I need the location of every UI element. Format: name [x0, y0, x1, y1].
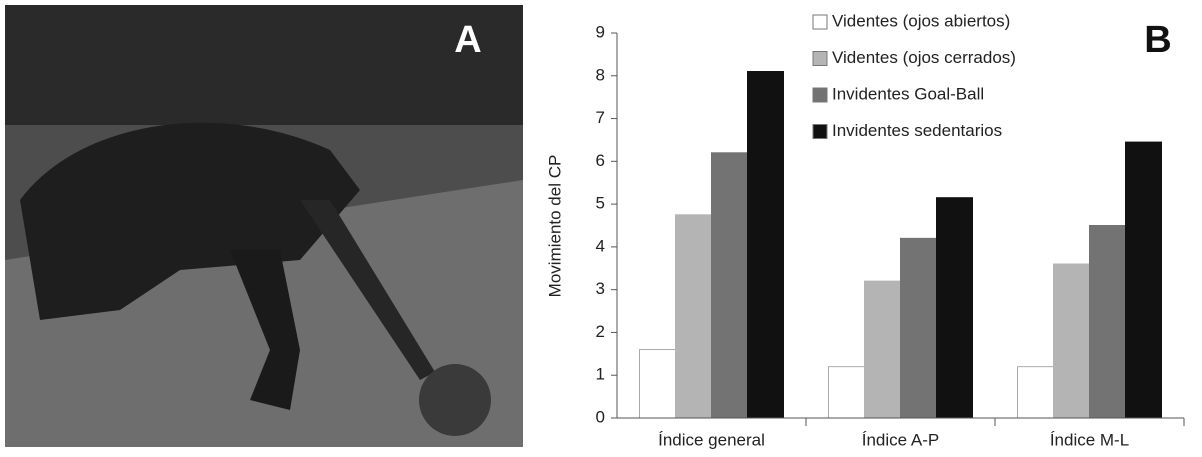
- y-tick-label: 0: [596, 407, 605, 426]
- panel-label: B: [1144, 19, 1171, 61]
- bar: [748, 72, 784, 419]
- bar: [1018, 367, 1054, 418]
- legend-swatch: [813, 125, 827, 139]
- bar: [1126, 142, 1162, 418]
- bar: [640, 350, 676, 418]
- y-tick-label: 5: [596, 194, 605, 213]
- x-tick-label: Índice general: [658, 430, 765, 449]
- y-tick-label: 4: [596, 236, 605, 255]
- photo: A: [5, 5, 523, 447]
- bar: [1090, 226, 1126, 419]
- bar: [865, 281, 901, 418]
- legend-label: Videntes (ojos abiertos): [832, 11, 1010, 30]
- y-tick-label: 3: [596, 279, 605, 298]
- x-tick-label: Índice A-P: [862, 430, 940, 449]
- y-axis-title: Movimiento del CP: [545, 155, 564, 298]
- y-tick-label: 9: [596, 22, 605, 41]
- y-tick-label: 1: [596, 365, 605, 384]
- y-tick-label: 7: [596, 108, 605, 127]
- bar: [901, 238, 937, 418]
- page: A B Movimiento del CP 0 1 2 3 4 5 6 7 8 9 Índice g…: [0, 0, 1202, 457]
- bar: [937, 198, 973, 418]
- panel-label: A: [454, 19, 481, 61]
- photo-ball: [419, 364, 491, 436]
- legend-label: Invidentes Goal-Ball: [832, 84, 984, 103]
- y-tick-label: 2: [596, 322, 605, 341]
- legend-swatch: [813, 88, 827, 102]
- legend-swatch: [813, 52, 827, 66]
- legend-label: Videntes (ojos cerrados): [832, 48, 1016, 67]
- photo-stands: [5, 5, 523, 125]
- bar: [1054, 264, 1090, 418]
- y-tick-label: 8: [596, 65, 605, 84]
- legend-label: Invidentes sedentarios: [832, 121, 1002, 140]
- bar: [829, 367, 865, 418]
- x-tick-label: Índice M-L: [1050, 430, 1129, 449]
- y-tick-label: 6: [596, 151, 605, 170]
- bar: [712, 153, 748, 418]
- bar: [676, 215, 712, 418]
- figure: A B Movimiento del CP 0 1 2 3 4 5 6 7 8 9 Índice g…: [0, 0, 1202, 452]
- legend-swatch: [813, 15, 827, 29]
